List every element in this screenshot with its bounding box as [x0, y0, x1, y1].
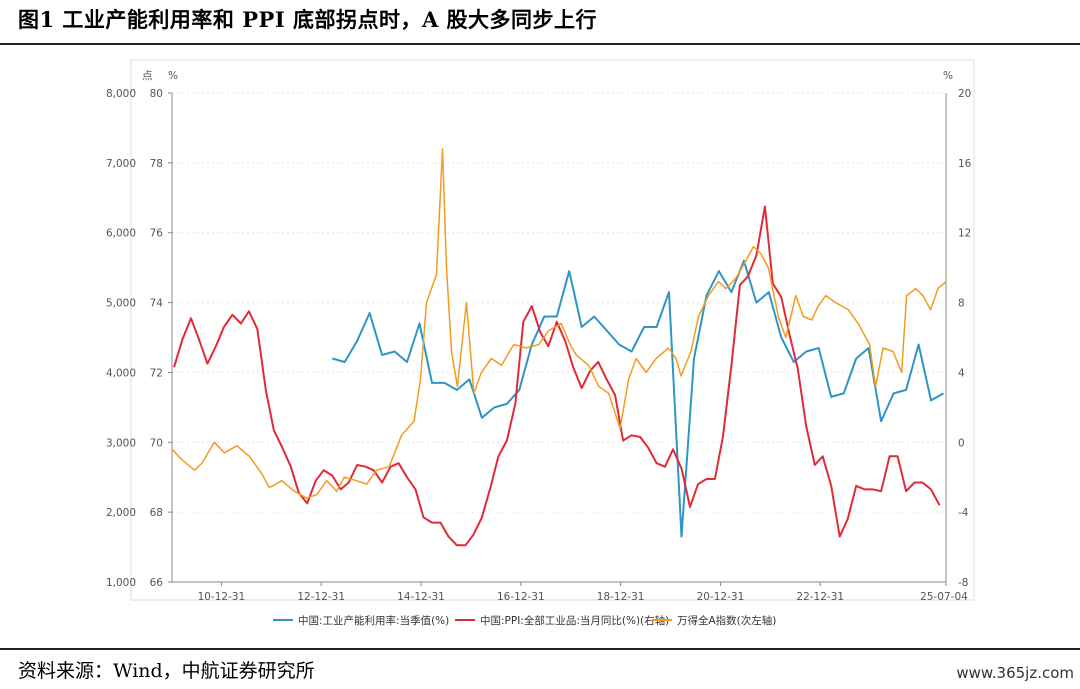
right-axis-unit: %	[943, 70, 953, 82]
left-axis-tick-label: 6,000	[106, 228, 136, 240]
left-axis-tick-label: 4,000	[106, 367, 136, 379]
x-tick-label: 22-12-31	[796, 591, 844, 603]
x-tick-label: 10-12-31	[198, 591, 246, 603]
left2-axis-tick-label: 70	[150, 437, 163, 449]
left-axis-tick-label: 2,000	[106, 507, 136, 519]
right-axis-tick-label: -8	[958, 577, 968, 589]
watermark: www.365jz.com	[956, 664, 1074, 682]
left2-axis-tick-label: 74	[150, 298, 164, 310]
legend-label-ppi: 中国:PPI:全部工业品:当月同比(%)(右轴)	[480, 614, 669, 627]
series-line-capacity	[331, 259, 944, 538]
legend-label-wind-a: 万得全A指数(次左轴)	[677, 614, 776, 627]
x-tick-label: 18-12-31	[597, 591, 645, 603]
left-axis-tick-label: 8,000	[106, 88, 136, 100]
x-tick-label: 20-12-31	[697, 591, 745, 603]
x-tick-label: 14-12-31	[397, 591, 445, 603]
series-line-ppi	[173, 205, 941, 547]
left-axis-tick-label: 3,000	[106, 437, 136, 449]
right-axis-tick-label: 8	[958, 298, 965, 310]
left2-axis-tick-label: 66	[150, 577, 164, 589]
right-axis-tick-label: -4	[958, 507, 969, 519]
grid	[168, 92, 947, 586]
legend: 中国:工业产能利用率:当季值(%) 中国:PPI:全部工业品:当月同比(%)(右…	[273, 614, 776, 627]
left-axis-tick-label: 5,000	[106, 298, 136, 310]
right-axis-tick-label: 20	[958, 88, 971, 100]
series-line-wind_a	[171, 148, 947, 499]
left2-axis-tick-label: 76	[150, 228, 164, 240]
left-axis-unit: 点	[142, 70, 153, 82]
x-tick-label: 12-12-31	[297, 591, 345, 603]
left2-axis-tick-label: 80	[150, 88, 163, 100]
source-note: 资料来源：Wind，中航证券研究所	[18, 660, 315, 682]
x-tick-label: 16-12-31	[497, 591, 545, 603]
left2-axis-tick-label: 78	[150, 158, 163, 170]
tick-labels: 8,000 80 20 7,000 78 16 6,000 76 12 5,000 74 8 4,000…	[106, 88, 972, 603]
left2-axis-unit: %	[168, 70, 178, 82]
left-axis-tick-label: 1,000	[106, 577, 136, 589]
top-rule	[0, 43, 1080, 45]
right-axis-tick-label: 4	[958, 367, 965, 379]
left2-axis-tick-label: 68	[150, 507, 163, 519]
right-axis-tick-label: 0	[958, 437, 965, 449]
right-axis-tick-label: 12	[958, 228, 971, 240]
left2-axis-tick-label: 72	[150, 367, 163, 379]
right-axis-tick-label: 16	[958, 158, 972, 170]
figure-title: 图1 工业产能利用率和 PPI 底部拐点时，A 股大多同步上行	[18, 7, 598, 32]
chart-frame	[130, 59, 975, 601]
left-axis-tick-label: 7,000	[106, 158, 136, 170]
x-tick-label: 25-07-04	[920, 591, 968, 603]
series-lines	[171, 148, 947, 547]
legend-label-capacity: 中国:工业产能利用率:当季值(%)	[298, 614, 449, 627]
bottom-rule	[0, 648, 1080, 650]
